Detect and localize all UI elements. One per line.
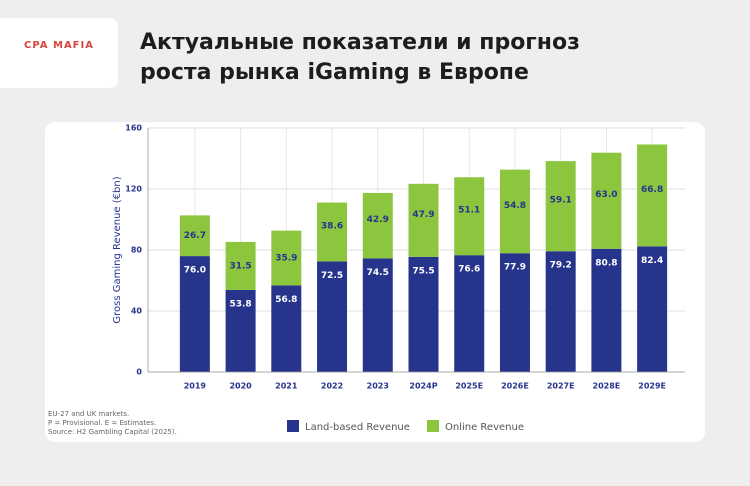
bar-segment [225,289,256,372]
data-label: 38.6 [321,222,343,232]
bar-segment [408,256,439,372]
data-label: 42.9 [367,215,389,225]
data-label: 54.8 [504,201,526,211]
bar-segment [179,215,210,257]
bar-segment [317,202,348,262]
x-tick-label: 2023 [367,382,389,391]
data-label: 51.1 [458,206,480,216]
x-tick-label: 2022 [321,382,343,391]
data-label: 53.8 [229,299,251,309]
bar-segment [545,161,576,252]
legend-label: Online Revenue [445,422,524,433]
bar-segment [591,152,622,249]
data-label: 74.5 [367,268,389,278]
bar-segment [637,246,668,372]
y-axis-label: Gross Gaming Revenue (€bn) [112,176,123,323]
note: EU-27 and UK markets. [48,410,129,418]
data-label: 63.0 [595,190,617,200]
bar-segment [362,258,393,372]
bar-segment [545,251,576,372]
data-label: 72.5 [321,271,343,281]
logo-text: CPA MAFIA [24,40,94,51]
bar-segment [317,261,348,372]
bar-segment [637,144,668,247]
data-label: 79.2 [550,261,572,271]
bar-segment [271,285,302,372]
bar-segment [362,192,393,259]
legend-label: Land-based Revenue [305,422,410,433]
data-label: 56.8 [275,295,297,305]
data-label: 35.9 [275,254,297,264]
data-label: 66.8 [641,185,663,195]
bar-segment [499,169,530,254]
y-tick-label: 0 [136,368,142,377]
bar-segment [408,183,439,257]
data-label: 76.6 [458,265,480,275]
data-label: 77.9 [504,263,526,273]
data-label: 26.7 [184,231,206,241]
x-tick-label: 2024P [409,382,437,391]
data-label: 47.9 [412,210,434,220]
y-tick-label: 40 [131,307,143,316]
title: Актуальные показатели и прогноз роста ры… [140,28,580,88]
bar-segment [225,241,256,290]
data-label: 76.0 [184,266,206,276]
logo: CPA MAFIA [0,18,118,88]
data-label: 59.1 [550,196,572,206]
x-tick-label: 2029E [638,382,666,391]
legend-swatch [287,420,299,432]
x-tick-label: 2027E [547,382,575,391]
x-tick-label: 2026E [501,382,529,391]
y-tick-label: 160 [125,124,142,133]
title-line: роста рынка iGaming в Европе [140,60,529,85]
x-tick-label: 2019 [184,382,207,391]
x-tick-label: 2020 [229,382,252,391]
note: P = Provisional. E = Estimates. [48,419,156,427]
bar-segment [454,177,485,256]
bar-segment [591,248,622,372]
y-tick-label: 80 [131,246,143,255]
title-line: Актуальные показатели и прогноз [140,30,580,55]
bar-segment [271,230,302,286]
x-tick-label: 2028E [593,382,621,391]
x-tick-label: 2021 [275,382,298,391]
data-label: 82.4 [641,256,663,266]
data-label: 80.8 [595,258,617,268]
note: Source: H2 Gambling Capital (2025). [48,428,177,436]
data-label: 31.5 [229,261,251,271]
data-label: 75.5 [412,266,434,276]
legend-swatch [427,420,439,432]
bar-segment [179,256,210,372]
x-tick-label: 2025E [455,382,483,391]
bar-segment [454,255,485,372]
bar-segment [499,253,530,372]
y-tick-label: 120 [125,185,142,194]
